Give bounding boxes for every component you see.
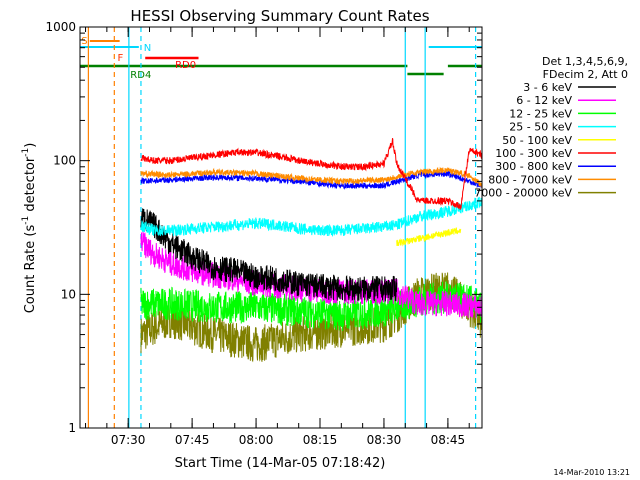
x-tick-label-1: 07:30	[111, 433, 146, 447]
legend-label-7: 300 - 800 keV	[495, 160, 572, 173]
plot-frame	[79, 26, 483, 429]
series-line-25-50-kev	[140, 196, 483, 238]
chart-title: HESSI Observing Summary Count Rates	[130, 7, 429, 25]
series-line-50-100-kev	[396, 227, 462, 247]
legend-label-1: 3 - 6 keV	[523, 81, 572, 94]
annotation-rd4: RD4	[130, 70, 151, 81]
series-line-100-300-kev	[140, 138, 483, 210]
legend-label-8: 800 - 7000 keV	[488, 173, 572, 186]
series-line-6-12-kev	[140, 231, 483, 319]
annotation-f: F	[118, 53, 124, 64]
legend-label-9: 7000 - 20000 keV	[474, 187, 572, 200]
annotation-rd0: RD0	[175, 60, 196, 71]
x-tick-label-5: 08:30	[367, 433, 402, 447]
legend: Det 1,3,4,5,6,9, FDecim 2, Att 0 3 - 6 k…	[474, 55, 628, 200]
legend-label-5: 50 - 100 keV	[502, 134, 572, 147]
y-tick-label-2: 10	[61, 287, 76, 301]
legend-label-4: 25 - 50 keV	[509, 121, 572, 134]
legend-label-6: 100 - 300 keV	[495, 147, 572, 160]
x-tick-label-4: 08:15	[303, 433, 338, 447]
annotation-n: N	[144, 43, 151, 54]
annotation-s: S	[81, 36, 87, 47]
series-line-3-6-kev	[140, 208, 398, 302]
x-tick-label-3: 08:00	[239, 433, 274, 447]
legend-header-line1: Det 1,3,4,5,6,9,	[542, 55, 628, 68]
y-axis-label: Count Rate (s-1 detector-1)	[21, 143, 38, 314]
series-line-800-7000-kev	[140, 166, 483, 188]
series-line-12-25-kev	[140, 281, 483, 331]
x-tick-label-6: 08:45	[431, 433, 466, 447]
series-line-300-800-kev	[140, 169, 483, 190]
legend-label-2: 6 - 12 keV	[516, 94, 572, 107]
legend-label-3: 12 - 25 keV	[509, 107, 572, 120]
legend-header-line2: FDecim 2, Att 0	[543, 68, 628, 81]
x-tick-label-2: 07:45	[175, 433, 210, 447]
series-line-7000-20000-kev	[140, 272, 483, 363]
y-tick-label-3: 100	[53, 154, 76, 168]
y-tick-label-4: 1000	[45, 20, 76, 34]
x-axis-label: Start Time (14-Mar-05 07:18:42)	[175, 456, 386, 471]
footer-timestamp: 14-Mar-2010 13:21	[554, 468, 631, 477]
y-tick-label-1: 1	[68, 421, 76, 435]
